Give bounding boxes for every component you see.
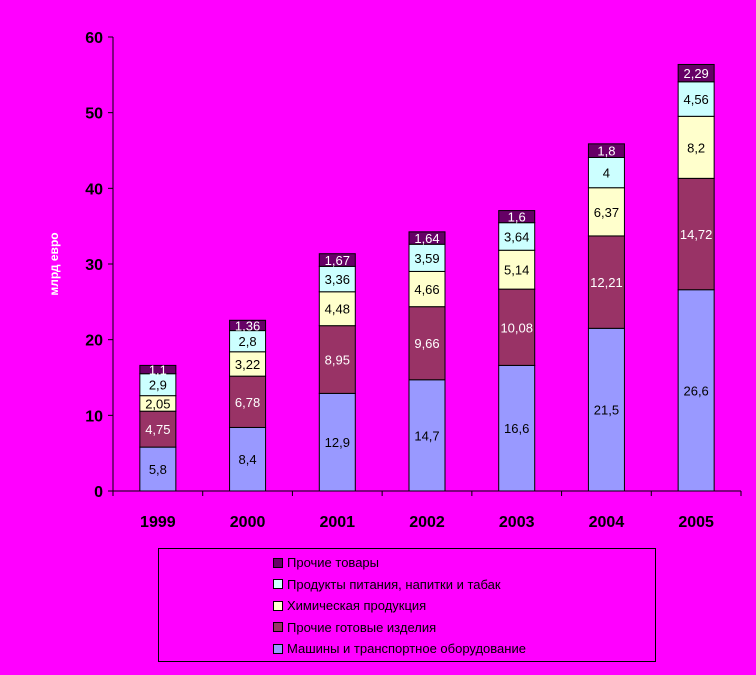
data-label: 1,67 [325,253,350,268]
legend-swatch [273,579,283,590]
data-label: 8,2 [687,140,705,155]
legend-swatch [273,622,283,633]
legend-label: Химическая продукция [287,598,427,614]
data-label: 14,7 [414,428,439,443]
legend-label: Продукты питания, напитки и табак [287,576,501,592]
data-label: 1,6 [508,210,526,225]
legend-swatch [273,557,283,568]
data-label: 3,36 [325,272,350,287]
bar-segment [318,291,356,327]
legend-item: Химическая продукция [159,595,655,617]
data-label: 4,75 [145,422,170,437]
legend-label: Машины и транспортное оборудование [287,641,526,657]
x-category-label: 2000 [230,514,266,531]
data-label: 1,8 [597,144,615,159]
bar-segment [587,156,625,189]
bar-segment [139,364,177,375]
bar-segment [318,253,356,267]
y-tick-label: 10 [85,408,103,425]
data-label: 16,6 [504,421,529,436]
data-label: 12,21 [590,275,623,290]
data-label: 10,08 [500,320,533,335]
bar-segment [677,177,715,291]
bar-segment [587,143,625,158]
legend-item: Продукты питания, напитки и табак [159,574,655,596]
data-label: 6,78 [235,395,260,410]
data-label: 21,5 [594,403,619,418]
bar-segment [318,325,356,394]
chart-bars [139,63,715,492]
bar-segment [408,270,446,308]
data-label: 1,64 [414,231,439,246]
bar-segment [498,249,536,290]
bar-segment [677,81,715,117]
data-label: 2,8 [239,334,257,349]
data-label: 4,48 [325,302,350,317]
data-label: 9,66 [414,336,439,351]
legend-item: Прочие товары [159,552,655,574]
data-label: 8,95 [325,353,350,368]
data-label: 4,66 [414,282,439,297]
bar-segment [408,379,446,492]
chart-legend: Прочие товары Продукты питания, напитки и… [158,548,656,662]
bar-segment [408,243,446,272]
y-tick-label: 30 [85,257,103,274]
data-label: 4 [603,166,610,181]
data-label: 5,8 [149,462,167,477]
y-axis-label: млрд евро [47,232,61,295]
x-category-label: 2003 [499,514,535,531]
bar-segment [229,426,267,492]
data-label: 2,05 [145,396,170,411]
y-tick-label: 0 [94,484,103,501]
bar-segment [229,351,267,377]
x-category-label: 1999 [140,514,176,531]
data-label: 2,29 [683,66,708,81]
bar-segment [229,375,267,428]
chart-axes: 0 10 20 30 40 50 60 1999 2000 2001 2002 2003 2004 200… [85,30,742,531]
bar-segment [498,210,536,224]
data-label: 3,22 [235,357,260,372]
data-label: 12,9 [325,435,350,450]
bar-segment [498,288,536,366]
bar-segment [587,187,625,237]
data-label: 3,59 [414,251,439,266]
legend-label: Прочие товары [287,555,379,571]
data-label: 1,36 [235,318,260,333]
x-category-label: 2001 [319,514,355,531]
y-tick-label: 40 [85,181,103,198]
x-category-label: 2004 [589,514,625,531]
bar-segment [677,115,715,179]
bar-segment [408,231,446,245]
y-tick-label: 60 [85,30,103,47]
data-label: 26,6 [683,383,708,398]
x-category-label: 2002 [409,514,445,531]
bar-segment [139,410,177,448]
bar-segment [498,222,536,251]
bar-segment [498,364,536,492]
legend-swatch [273,600,283,611]
data-label: 14,72 [680,227,713,242]
bar-segment [677,63,715,83]
data-label: 5,14 [504,263,529,278]
data-label: 3,64 [504,229,529,244]
data-label: 1,1 [149,363,167,378]
data-label: 6,37 [594,205,619,220]
data-label: 8,4 [239,452,257,467]
x-category-label: 2005 [678,514,714,531]
bar-segment [229,319,267,332]
data-label: 4,56 [683,92,708,107]
legend-item: Прочие готовые изделия [159,617,655,639]
y-tick-label: 50 [85,106,103,123]
legend-swatch [273,643,283,654]
legend-item: Машины и транспортное оборудование [159,638,655,660]
legend-label: Прочие готовые изделия [287,619,437,635]
y-tick-label: 20 [85,333,103,350]
data-label: 2,9 [149,378,167,393]
bar-segment [139,446,177,492]
chart-data-labels: 5,8 4,75 2,05 2,91,1 8,4 6,78 3,22 2,81,36 12,9 8… [145,66,712,477]
